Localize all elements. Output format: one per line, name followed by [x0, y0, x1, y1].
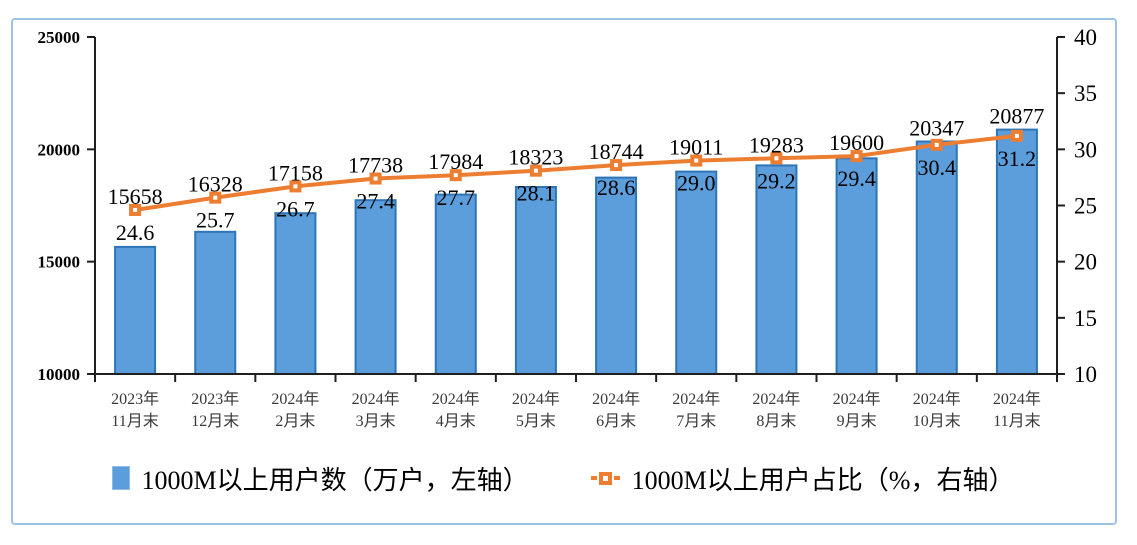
bar-series-swatch-icon	[111, 466, 130, 490]
bar-value-label: 15658	[108, 184, 163, 209]
bar-value-label: 19600	[829, 130, 884, 155]
line-value-label: 31.2	[998, 146, 1037, 171]
bar-value-label: 16328	[188, 172, 243, 197]
line-marker-center	[774, 156, 779, 161]
right-axis-tick-label: 25	[1074, 194, 1097, 219]
bar	[835, 157, 878, 375]
bar-value-label: 20877	[989, 104, 1044, 129]
line-marker-center	[373, 176, 378, 181]
left-axis-tick-label: 15000	[38, 253, 81, 272]
bar-value-label: 17158	[268, 160, 323, 185]
bar	[434, 193, 477, 375]
bar-series-label: 1000M以上用户数（万户，左轴）	[141, 465, 529, 495]
bar-value-label: 18323	[508, 145, 563, 170]
x-axis-label: 2024年 10月末	[913, 390, 961, 430]
legend: 1000M以上用户数（万户，左轴） 1000M以上用户占比（%，右轴）	[11, 458, 1115, 498]
line-value-label: 30.4	[918, 155, 957, 180]
x-axis-label: 2024年 11月末	[993, 390, 1041, 430]
left-axis-tick-label: 25000	[38, 28, 81, 47]
x-axis-label: 2023年 11月末	[111, 390, 159, 430]
line-value-label: 28.1	[517, 181, 556, 206]
right-axis-tick-label: 15	[1074, 306, 1097, 331]
bar	[755, 164, 798, 375]
line-marker-center	[213, 195, 218, 200]
x-axis-label: 2024年 4月末	[432, 390, 480, 430]
line-marker-center	[453, 173, 458, 178]
right-axis-tick-label: 20	[1074, 250, 1097, 275]
left-axis-tick-label: 20000	[38, 140, 81, 159]
bar	[915, 140, 958, 375]
left-axis-tick-label: 10000	[38, 365, 81, 384]
bar-value-label: 20347	[909, 116, 964, 141]
legend-item-bar-series: 1000M以上用户数（万户，左轴）	[111, 460, 529, 497]
line-marker-center	[694, 158, 699, 163]
line-value-label: 29.2	[757, 168, 796, 193]
bar	[274, 212, 317, 375]
line-dash-icon	[590, 476, 597, 480]
right-axis-tick-label: 40	[1074, 25, 1097, 50]
bar	[514, 186, 557, 375]
line-marker-center	[133, 207, 138, 212]
bar-value-label: 19283	[749, 132, 804, 157]
bar-value-label: 17984	[428, 149, 483, 174]
line-square-marker-icon	[598, 471, 612, 485]
x-axis-label: 2024年 6月末	[592, 390, 640, 430]
bar-value-label: 18744	[589, 139, 644, 164]
line-marker-center	[614, 163, 619, 168]
bar	[194, 230, 237, 375]
line-value-label: 29.0	[677, 171, 716, 196]
line-value-label: 26.7	[276, 196, 315, 221]
x-axis-label: 2024年 7月末	[672, 390, 720, 430]
bar-value-label: 17738	[348, 153, 403, 178]
trend-line	[134, 133, 1018, 212]
bar	[114, 245, 157, 375]
bar	[354, 199, 397, 375]
line-series-label: 1000M以上用户占比（%，右轴）	[631, 465, 1015, 495]
x-axis-label: 2023年 12月末	[191, 390, 239, 430]
x-axis-label: 2024年 2月末	[271, 390, 319, 430]
bar-value-label: 19011	[669, 135, 723, 160]
x-axis-label: 2024年 3月末	[352, 390, 400, 430]
line-marker-center	[854, 154, 859, 159]
line-value-label: 27.4	[356, 189, 395, 214]
bar	[675, 170, 718, 375]
line-value-label: 27.7	[437, 185, 476, 210]
line-marker-center	[934, 142, 939, 147]
line-value-label: 28.6	[597, 175, 636, 200]
line-marker-center	[293, 184, 298, 189]
legend-item-line-series: 1000M以上用户占比（%，右轴）	[590, 460, 1015, 497]
x-axis-label: 2024年 9月末	[833, 390, 881, 430]
right-axis-tick-label: 35	[1074, 81, 1097, 106]
line-series-marker-icon	[590, 471, 620, 485]
right-axis-tick-label: 30	[1074, 137, 1097, 162]
x-axis-label: 2024年 5月末	[512, 390, 560, 430]
line-dash-icon	[613, 476, 620, 480]
right-axis-tick-label: 10	[1074, 362, 1097, 387]
line-value-label: 29.4	[837, 166, 876, 191]
bar	[595, 176, 638, 375]
line-marker-center	[533, 168, 538, 173]
x-axis-label: 2024年 8月末	[752, 390, 800, 430]
line-marker-center	[1014, 133, 1019, 138]
line-value-label: 25.7	[196, 208, 235, 233]
line-value-label: 24.6	[116, 220, 155, 245]
